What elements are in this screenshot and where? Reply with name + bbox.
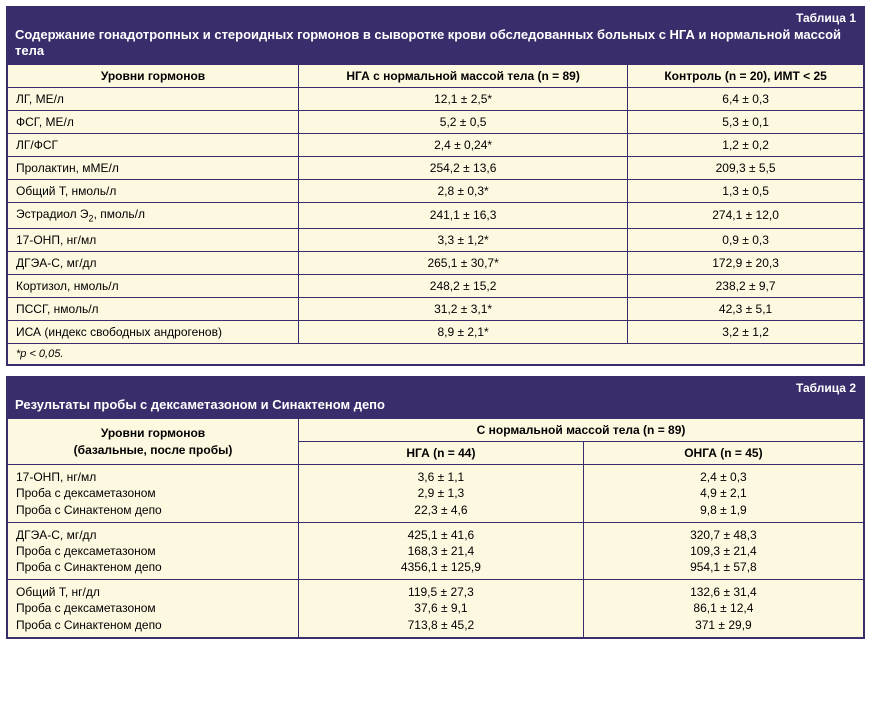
table-row: ИСА (индекс свободных андрогенов)8,9 ± 2… bbox=[8, 320, 864, 343]
table-2: Уровни гормонов(базальные, после пробы) … bbox=[7, 418, 864, 638]
row-value-1: 12,1 ± 2,5* bbox=[299, 88, 628, 111]
table-row: Общий Т, нмоль/л2,8 ± 0,3*1,3 ± 0,5 bbox=[8, 180, 864, 203]
row-label: Кортизол, нмоль/л bbox=[8, 274, 299, 297]
row-label: ДГЭА-С, мг/длПроба с дексаметазономПроба… bbox=[8, 522, 299, 580]
row-value-2: 1,3 ± 0,5 bbox=[628, 180, 864, 203]
row-value-1: 425,1 ± 41,6168,3 ± 21,44356,1 ± 125,9 bbox=[299, 522, 584, 580]
table-1: Уровни гормонов НГА с нормальной массой … bbox=[7, 64, 864, 364]
table-2-container: Таблица 2 Результаты пробы с дексаметазо… bbox=[6, 376, 865, 639]
row-value-1: 241,1 ± 16,3 bbox=[299, 203, 628, 228]
row-value-2: 132,6 ± 31,486,1 ± 12,4371 ± 29,9 bbox=[583, 580, 863, 638]
row-value-2: 209,3 ± 5,5 bbox=[628, 157, 864, 180]
row-value-1: 5,2 ± 0,5 bbox=[299, 111, 628, 134]
row-value-2: 2,4 ± 0,34,9 ± 2,19,8 ± 1,9 bbox=[583, 465, 863, 523]
row-value-2: 42,3 ± 5,1 bbox=[628, 297, 864, 320]
row-label: Общий Т, нг/длПроба с дексаметазономПроб… bbox=[8, 580, 299, 638]
row-label: ИСА (индекс свободных андрогенов) bbox=[8, 320, 299, 343]
table-2-subcol-0: НГА (n = 44) bbox=[299, 442, 584, 465]
table-1-header-row: Уровни гормонов НГА с нормальной массой … bbox=[8, 65, 864, 88]
table-row: Эстрадиол Э2, пмоль/л241,1 ± 16,3274,1 ±… bbox=[8, 203, 864, 228]
row-value-2: 172,9 ± 20,3 bbox=[628, 251, 864, 274]
row-value-2: 238,2 ± 9,7 bbox=[628, 274, 864, 297]
row-label: ДГЭА-С, мг/дл bbox=[8, 251, 299, 274]
row-value-1: 8,9 ± 2,1* bbox=[299, 320, 628, 343]
table-row: 17-ОНП, нг/мл3,3 ± 1,2*0,9 ± 0,3 bbox=[8, 228, 864, 251]
table-2-col-0: Уровни гормонов(базальные, после пробы) bbox=[8, 419, 299, 465]
row-value-2: 6,4 ± 0,3 bbox=[628, 88, 864, 111]
row-value-1: 2,4 ± 0,24* bbox=[299, 134, 628, 157]
table-2-header: Таблица 2 Результаты пробы с дексаметазо… bbox=[7, 377, 864, 419]
table-row: ДГЭА-С, мг/длПроба с дексаметазономПроба… bbox=[8, 522, 864, 580]
row-value-1: 254,2 ± 13,6 bbox=[299, 157, 628, 180]
table-1-title: Содержание гонадотропных и стероидных го… bbox=[15, 27, 856, 58]
row-value-2: 320,7 ± 48,3109,3 ± 21,4954,1 ± 57,8 bbox=[583, 522, 863, 580]
row-value-1: 248,2 ± 15,2 bbox=[299, 274, 628, 297]
row-value-1: 265,1 ± 30,7* bbox=[299, 251, 628, 274]
row-value-2: 5,3 ± 0,1 bbox=[628, 111, 864, 134]
table-row: ЛГ/ФСГ2,4 ± 0,24*1,2 ± 0,2 bbox=[8, 134, 864, 157]
subscript: 2 bbox=[89, 214, 94, 224]
row-label: Пролактин, мМЕ/л bbox=[8, 157, 299, 180]
table-2-title: Результаты пробы с дексаметазоном и Сина… bbox=[15, 397, 856, 413]
table-1-header: Таблица 1 Содержание гонадотропных и сте… bbox=[7, 7, 864, 64]
table-2-header-row-1: Уровни гормонов(базальные, после пробы) … bbox=[8, 419, 864, 442]
table-1-col-0: Уровни гормонов bbox=[8, 65, 299, 88]
row-label: Общий Т, нмоль/л bbox=[8, 180, 299, 203]
row-label: ФСГ, МЕ/л bbox=[8, 111, 299, 134]
row-label: ЛГ, МЕ/л bbox=[8, 88, 299, 111]
table-row: Пролактин, мМЕ/л254,2 ± 13,6209,3 ± 5,5 bbox=[8, 157, 864, 180]
table-1-col-2: Контроль (n = 20), ИМТ < 25 bbox=[628, 65, 864, 88]
table-1-container: Таблица 1 Содержание гонадотропных и сте… bbox=[6, 6, 865, 366]
row-value-1: 119,5 ± 27,337,6 ± 9,1713,8 ± 45,2 bbox=[299, 580, 584, 638]
row-label: 17-ОНП, нг/мл bbox=[8, 228, 299, 251]
row-label: ПССГ, нмоль/л bbox=[8, 297, 299, 320]
table-2-number: Таблица 2 bbox=[15, 381, 856, 397]
row-value-1: 31,2 ± 3,1* bbox=[299, 297, 628, 320]
table-2-col-group: С нормальной массой тела (n = 89) bbox=[299, 419, 864, 442]
table-row: ПССГ, нмоль/л31,2 ± 3,1*42,3 ± 5,1 bbox=[8, 297, 864, 320]
table-1-footnote-row: *p < 0,05. bbox=[8, 343, 864, 364]
table-row: Кортизол, нмоль/л248,2 ± 15,2238,2 ± 9,7 bbox=[8, 274, 864, 297]
row-value-2: 3,2 ± 1,2 bbox=[628, 320, 864, 343]
table-1-number: Таблица 1 bbox=[15, 11, 856, 27]
row-label: ЛГ/ФСГ bbox=[8, 134, 299, 157]
row-value-1: 3,6 ± 1,12,9 ± 1,322,3 ± 4,6 bbox=[299, 465, 584, 523]
table-row: ДГЭА-С, мг/дл265,1 ± 30,7*172,9 ± 20,3 bbox=[8, 251, 864, 274]
table-row: ФСГ, МЕ/л5,2 ± 0,55,3 ± 0,1 bbox=[8, 111, 864, 134]
row-value-1: 3,3 ± 1,2* bbox=[299, 228, 628, 251]
table-1-col-1: НГА с нормальной массой тела (n = 89) bbox=[299, 65, 628, 88]
row-label: 17-ОНП, нг/млПроба с дексаметазономПроба… bbox=[8, 465, 299, 523]
row-value-1: 2,8 ± 0,3* bbox=[299, 180, 628, 203]
table-1-footnote: *p < 0,05. bbox=[8, 343, 864, 364]
table-row: ЛГ, МЕ/л12,1 ± 2,5*6,4 ± 0,3 bbox=[8, 88, 864, 111]
row-value-2: 274,1 ± 12,0 bbox=[628, 203, 864, 228]
table-row: 17-ОНП, нг/млПроба с дексаметазономПроба… bbox=[8, 465, 864, 523]
row-value-2: 0,9 ± 0,3 bbox=[628, 228, 864, 251]
row-value-2: 1,2 ± 0,2 bbox=[628, 134, 864, 157]
table-2-subcol-1: ОНГА (n = 45) bbox=[583, 442, 863, 465]
table-row: Общий Т, нг/длПроба с дексаметазономПроб… bbox=[8, 580, 864, 638]
row-label: Эстрадиол Э2, пмоль/л bbox=[8, 203, 299, 228]
